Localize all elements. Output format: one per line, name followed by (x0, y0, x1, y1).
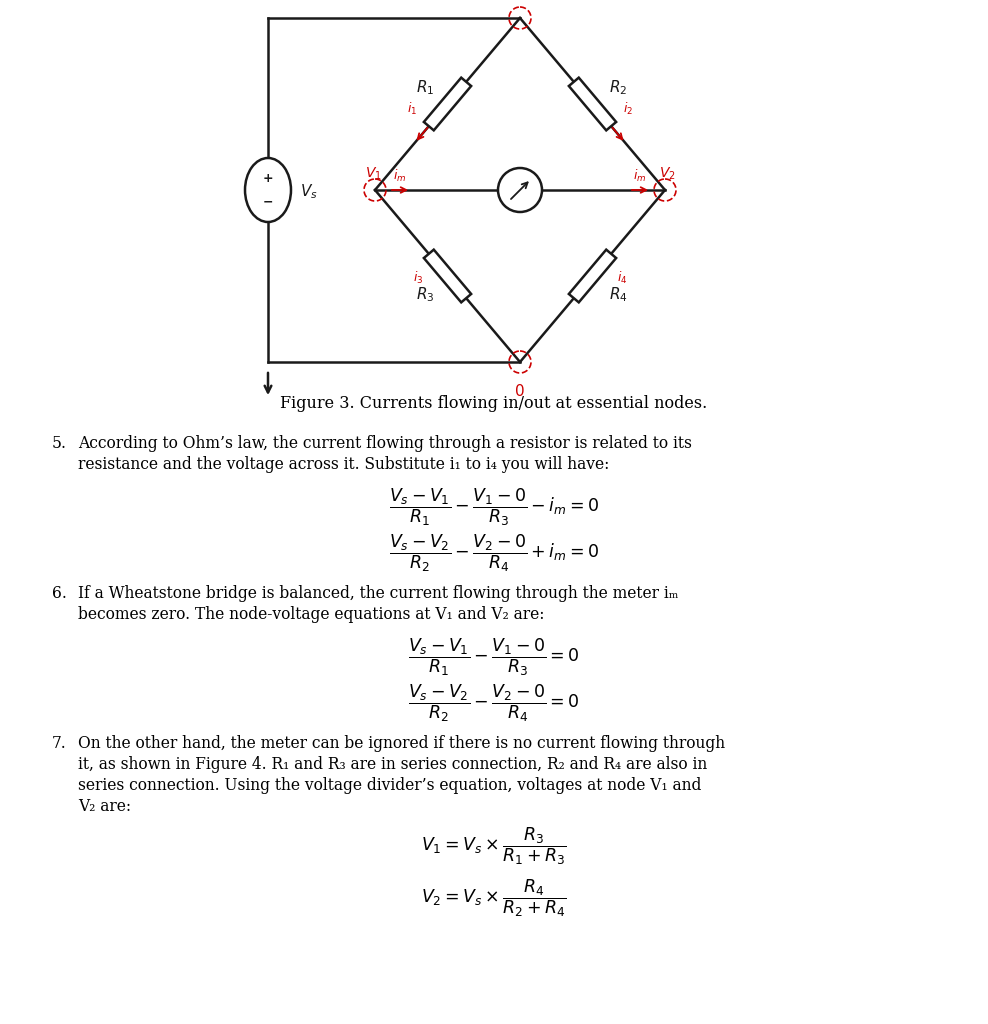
Text: V₂ are:: V₂ are: (78, 798, 131, 815)
Text: resistance and the voltage across it. Substitute i₁ to i₄ you will have:: resistance and the voltage across it. Su… (78, 456, 610, 473)
Text: $R_2$: $R_2$ (609, 79, 627, 97)
Text: $R_3$: $R_3$ (416, 286, 435, 304)
Text: $\dfrac{V_s - V_1}{R_1} - \dfrac{V_1 - 0}{R_3} = 0$: $\dfrac{V_s - V_1}{R_1} - \dfrac{V_1 - 0… (408, 637, 580, 679)
Text: If a Wheatstone bridge is balanced, the current flowing through the meter iₘ: If a Wheatstone bridge is balanced, the … (78, 585, 679, 602)
Text: $i_m$: $i_m$ (393, 168, 407, 184)
Text: series connection. Using the voltage divider’s equation, voltages at node V₁ and: series connection. Using the voltage div… (78, 777, 701, 794)
Text: According to Ohm’s law, the current flowing through a resistor is related to its: According to Ohm’s law, the current flow… (78, 435, 692, 452)
Text: $i_2$: $i_2$ (622, 101, 632, 117)
Text: $i_3$: $i_3$ (413, 269, 423, 286)
Text: $R_4$: $R_4$ (609, 286, 627, 304)
Polygon shape (569, 78, 617, 130)
Text: +: + (263, 171, 274, 184)
Text: 6.: 6. (52, 585, 67, 602)
Text: $\dfrac{V_s - V_2}{R_2} - \dfrac{V_2 - 0}{R_4} = 0$: $\dfrac{V_s - V_2}{R_2} - \dfrac{V_2 - 0… (408, 683, 580, 724)
Polygon shape (569, 250, 617, 302)
Text: 5.: 5. (52, 435, 67, 452)
Circle shape (498, 168, 542, 212)
Text: 0: 0 (515, 384, 525, 399)
Text: Figure 3. Currents flowing in/out at essential nodes.: Figure 3. Currents flowing in/out at ess… (281, 395, 707, 412)
Text: $i_4$: $i_4$ (617, 269, 627, 286)
Text: $\dfrac{V_s - V_1}{R_1} - \dfrac{V_1 - 0}{R_3} - i_m = 0$: $\dfrac{V_s - V_1}{R_1} - \dfrac{V_1 - 0… (389, 487, 599, 528)
Text: $V_s$: $V_s$ (300, 182, 318, 202)
Text: $\dfrac{V_s - V_2}{R_2} - \dfrac{V_2 - 0}{R_4} + i_m = 0$: $\dfrac{V_s - V_2}{R_2} - \dfrac{V_2 - 0… (389, 534, 599, 574)
Text: On the other hand, the meter can be ignored if there is no current flowing throu: On the other hand, the meter can be igno… (78, 735, 725, 752)
Text: $V_1$: $V_1$ (365, 166, 381, 182)
Polygon shape (424, 78, 471, 130)
Text: it, as shown in Figure 4. R₁ and R₃ are in series connection, R₂ and R₄ are also: it, as shown in Figure 4. R₁ and R₃ are … (78, 756, 707, 773)
Text: becomes zero. The node-voltage equations at V₁ and V₂ are:: becomes zero. The node-voltage equations… (78, 606, 544, 623)
Ellipse shape (245, 158, 291, 222)
Text: $V_2$: $V_2$ (659, 166, 676, 182)
Text: $i_m$: $i_m$ (633, 168, 647, 184)
Text: −: − (263, 196, 274, 209)
Text: 7.: 7. (52, 735, 67, 752)
Text: $i_1$: $i_1$ (407, 101, 418, 117)
Text: $R_1$: $R_1$ (416, 79, 434, 97)
Polygon shape (424, 250, 471, 302)
Text: $V_2 = V_s \times \dfrac{R_4}{R_2 + R_4}$: $V_2 = V_s \times \dfrac{R_4}{R_2 + R_4}… (421, 878, 567, 920)
Text: $V_1 = V_s \times \dfrac{R_3}{R_1 + R_3}$: $V_1 = V_s \times \dfrac{R_3}{R_1 + R_3}… (421, 826, 567, 867)
